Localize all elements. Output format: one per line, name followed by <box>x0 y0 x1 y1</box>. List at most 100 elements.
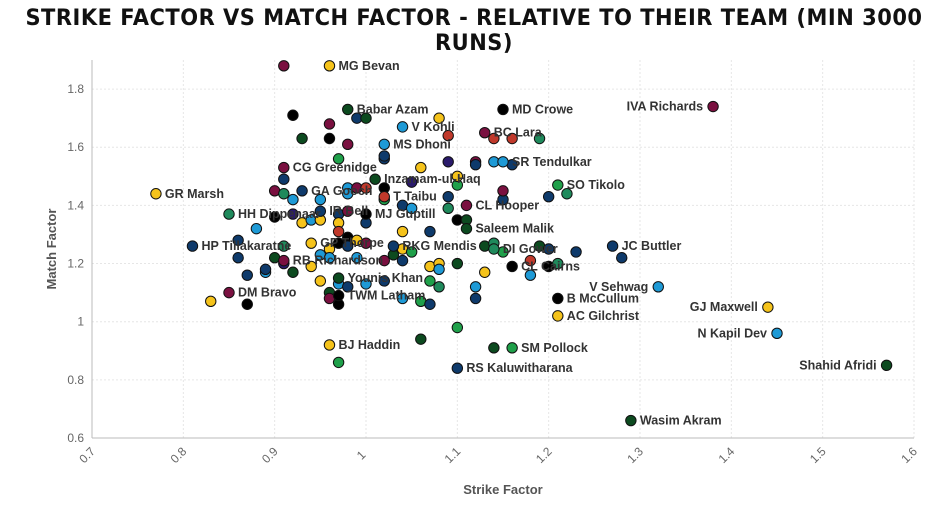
data-point <box>305 237 317 249</box>
x-tick-label: 1.3 <box>624 444 646 466</box>
point-label: CL Hooper <box>475 198 539 212</box>
data-point <box>232 252 244 264</box>
point-label: AC Gilchrist <box>567 309 640 323</box>
point-label: Inzamam-ul-Haq <box>384 172 481 186</box>
point-label: V Sehwag <box>589 280 648 294</box>
data-point <box>524 269 537 281</box>
data-point <box>396 254 409 267</box>
data-point <box>542 190 555 203</box>
y-tick-label: 0.8 <box>67 373 84 387</box>
data-point <box>771 327 783 340</box>
data-point <box>506 132 518 145</box>
axis-layer: 0.7 0.8 0.9 1 1.1 1.2 1.3 1.4 1.5 1.6 0.6 0.8 1 1.2 1.… <box>67 60 920 466</box>
data-point <box>451 257 464 270</box>
data-point <box>314 193 327 206</box>
y-tick-label: 1 <box>77 315 84 329</box>
data-point <box>278 188 290 200</box>
point-label: HP Tillakaratne <box>201 239 291 253</box>
data-point <box>570 246 582 258</box>
data-point <box>497 185 509 197</box>
data-point <box>205 295 217 308</box>
data-point <box>451 321 464 334</box>
data-point <box>342 240 354 252</box>
data-point <box>332 153 345 165</box>
data-point <box>342 205 354 217</box>
point-label: HH Dippenaar <box>238 207 321 221</box>
data-point <box>369 173 381 185</box>
y-tick-label: 1.6 <box>67 140 84 154</box>
point-label: T Taibu <box>393 190 437 204</box>
data-point <box>469 292 482 305</box>
point-label: CG Greenidge <box>293 161 377 175</box>
point-label: JC Buttler <box>622 239 682 253</box>
x-tick-label: 0.7 <box>76 444 98 466</box>
data-point <box>442 190 454 203</box>
data-point <box>424 298 436 310</box>
point-label: GA Gooch <box>311 184 372 198</box>
data-point <box>542 243 555 255</box>
data-point <box>332 356 345 369</box>
x-tick-label: 1.2 <box>533 444 555 466</box>
data-point <box>405 246 418 258</box>
point-label: DM Bravo <box>238 286 297 300</box>
data-point <box>552 257 564 270</box>
point-label: GP Thorpe <box>320 236 384 250</box>
point-label: V Kohli <box>412 120 455 134</box>
data-point <box>396 225 409 238</box>
data-point <box>342 103 354 116</box>
data-point <box>424 225 436 238</box>
data-point <box>488 132 500 145</box>
data-point <box>552 310 564 322</box>
data-point <box>497 103 509 116</box>
data-point <box>762 301 774 313</box>
data-point <box>305 260 317 273</box>
data-point <box>323 60 336 72</box>
data-point <box>241 269 253 281</box>
point-label: B McCullum <box>567 291 639 305</box>
point-label: IVA Richards <box>627 100 703 114</box>
data-point <box>479 266 491 278</box>
data-point <box>342 138 354 151</box>
point-label: GR Marsh <box>165 187 224 201</box>
data-point <box>314 275 327 287</box>
data-point <box>223 286 235 299</box>
data-point <box>287 109 299 121</box>
data-point <box>332 289 345 302</box>
point-label: GJ Maxwell <box>690 300 758 314</box>
point-label: Younis Khan <box>348 271 423 285</box>
data-point <box>707 100 719 113</box>
point-label: IR Bell <box>329 204 368 218</box>
data-point <box>342 188 354 200</box>
point-label: Wasim Akram <box>640 414 722 428</box>
data-point <box>250 222 263 235</box>
x-tick-label: 0.9 <box>259 444 281 466</box>
point-label: MG Bevan <box>338 59 399 73</box>
data-point <box>287 208 299 220</box>
data-point <box>415 333 427 345</box>
point-label: MD Crowe <box>512 102 573 116</box>
data-point <box>296 185 308 197</box>
data-point <box>323 339 336 351</box>
point-label: DI Gower <box>503 242 558 256</box>
data-point <box>278 161 290 174</box>
data-point <box>323 132 336 145</box>
data-point <box>552 179 564 191</box>
data-point <box>342 281 354 293</box>
data-point <box>451 362 464 374</box>
data-point <box>433 112 445 124</box>
point-label: SO Tikolo <box>567 178 625 192</box>
data-point <box>387 240 400 252</box>
data-point <box>378 138 390 151</box>
data-point <box>278 240 290 252</box>
x-tick-label: 1.1 <box>442 444 464 466</box>
x-tick-label: 1.6 <box>898 444 920 466</box>
data-point <box>360 208 372 220</box>
grid-layer <box>92 60 915 439</box>
point-label: CL Cairns <box>521 259 580 273</box>
point-label: BJ Haddin <box>338 338 400 352</box>
data-point <box>378 150 390 162</box>
data-point <box>332 272 345 284</box>
data-point <box>469 281 482 293</box>
data-point <box>360 112 372 124</box>
